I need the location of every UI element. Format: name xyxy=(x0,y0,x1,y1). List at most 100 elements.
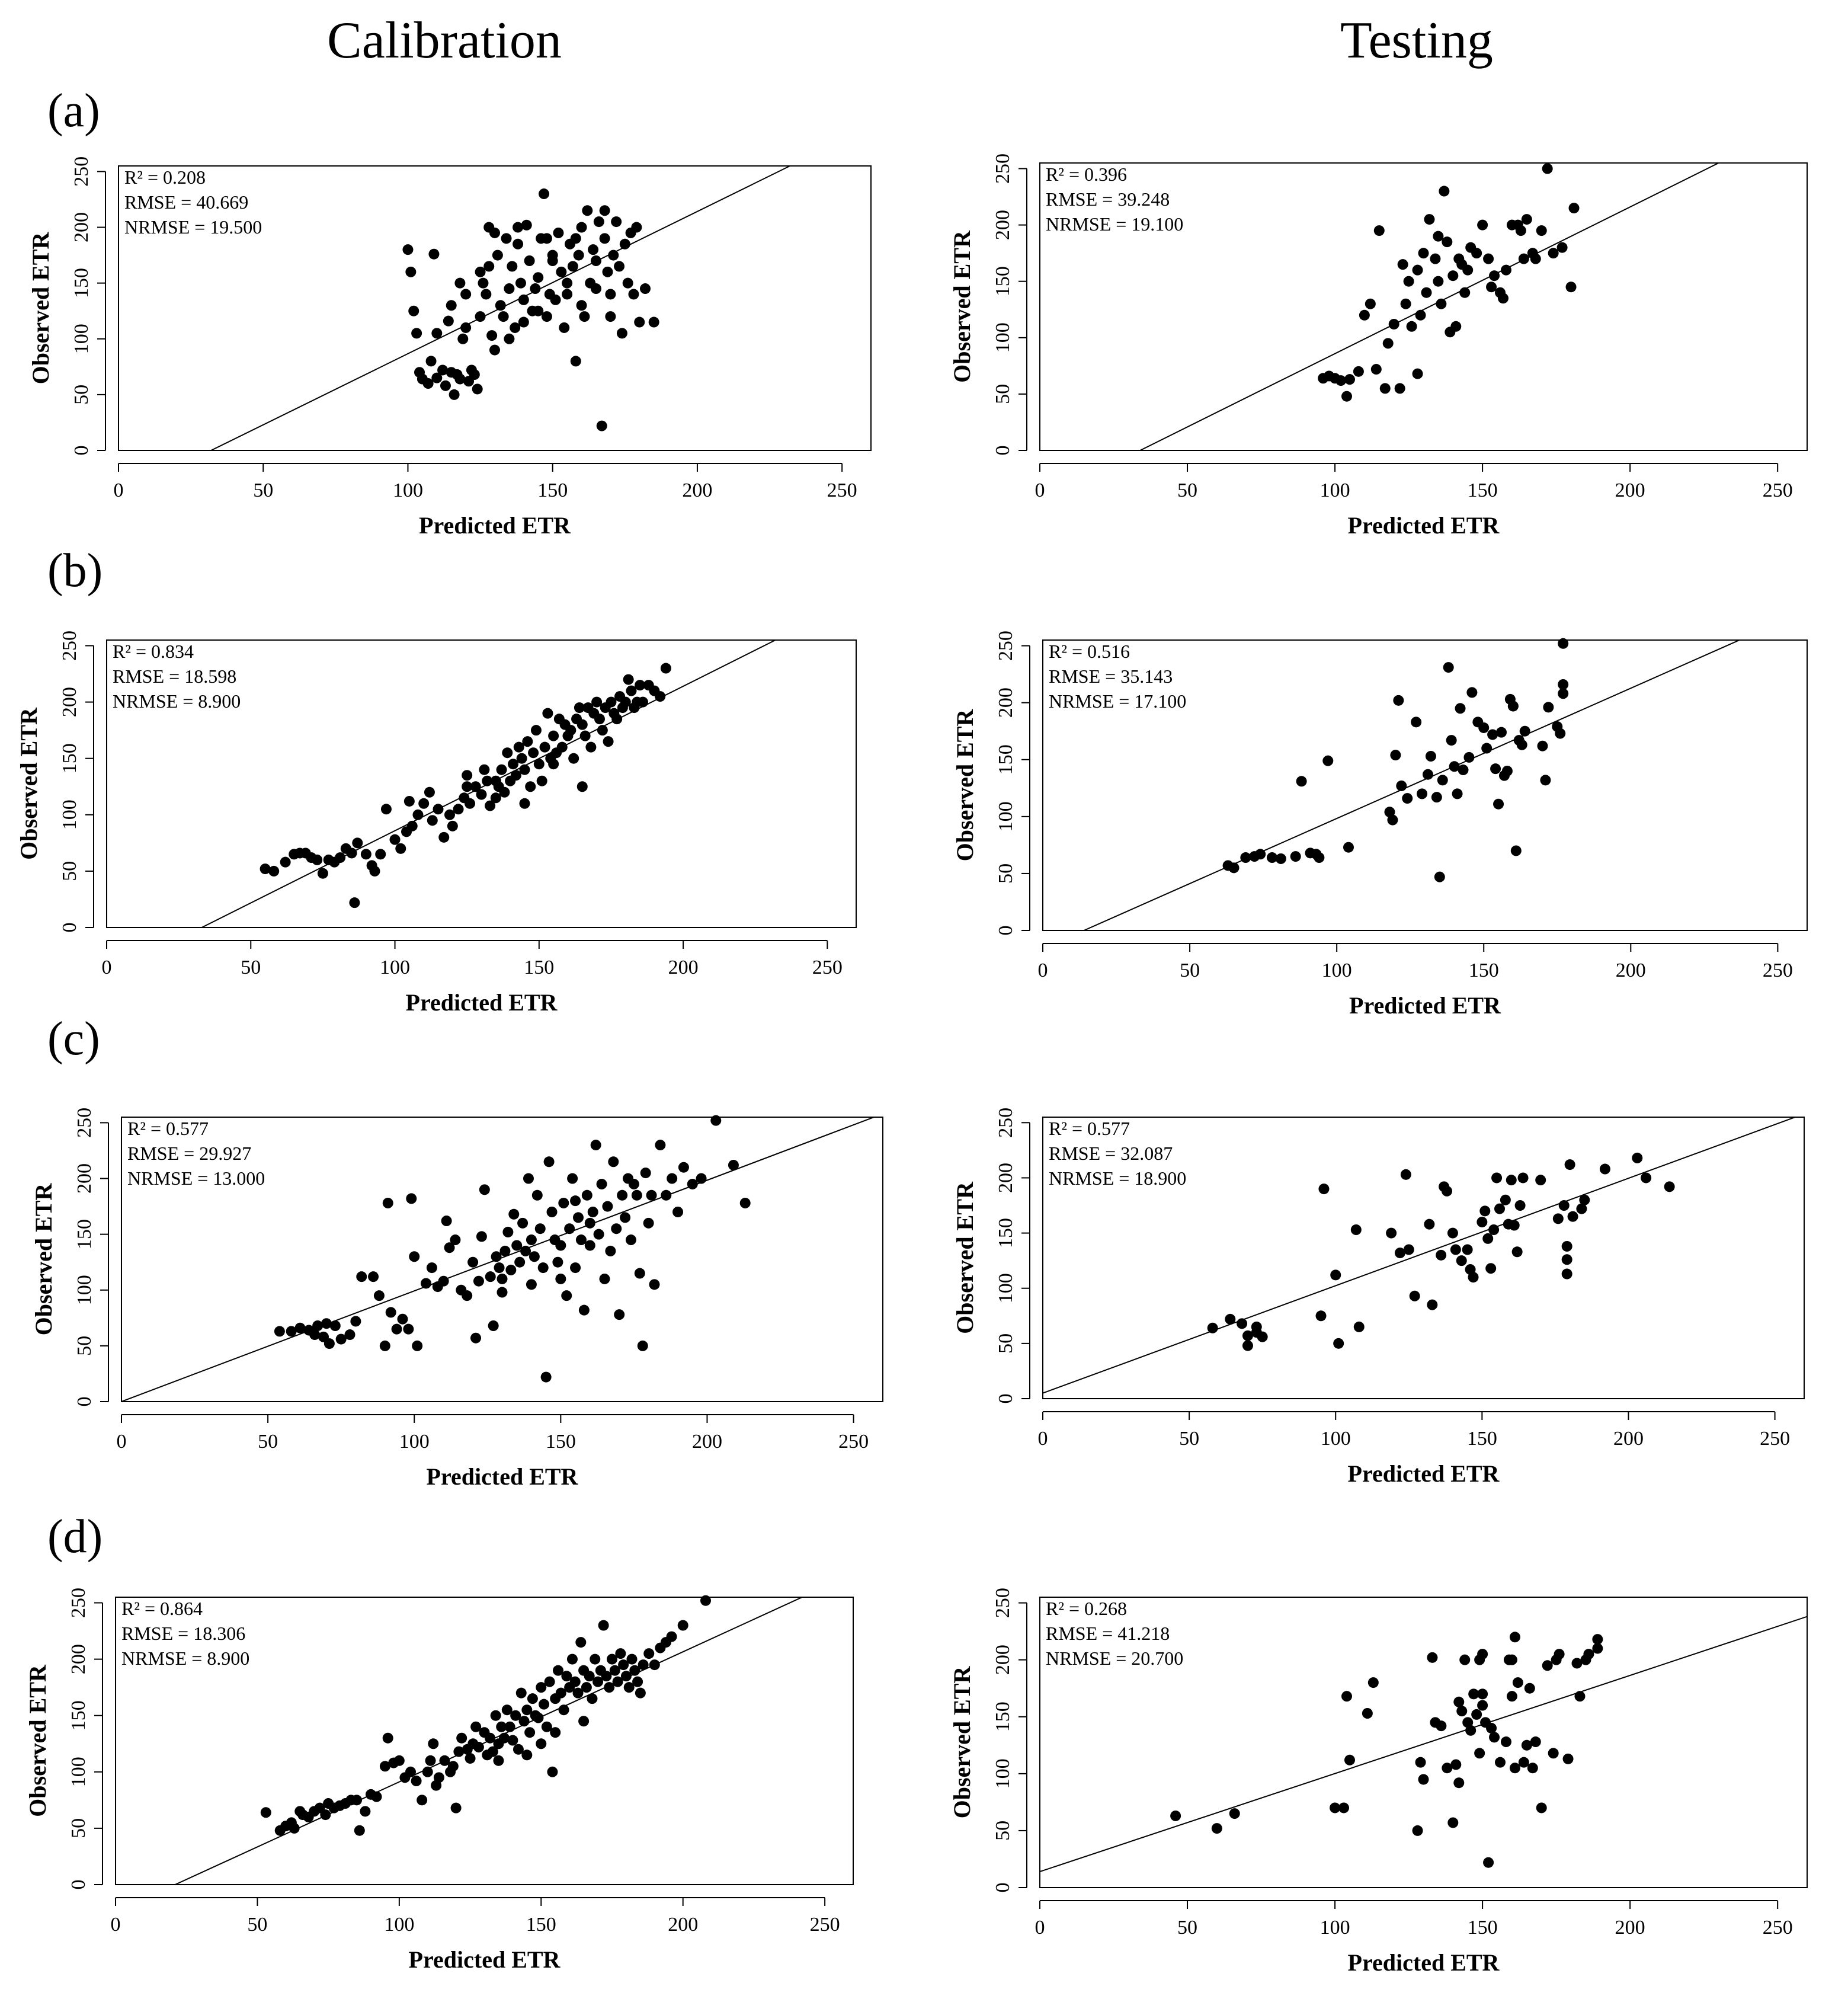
data-point xyxy=(450,1234,461,1246)
data-point xyxy=(1477,219,1488,231)
data-point xyxy=(631,222,642,233)
data-point xyxy=(534,1223,546,1234)
data-point xyxy=(579,730,591,741)
x-tick-label: 250 xyxy=(810,1914,840,1936)
data-point xyxy=(524,255,535,266)
data-point xyxy=(529,1251,540,1262)
data-point xyxy=(536,1738,547,1749)
data-point xyxy=(510,1710,521,1721)
data-point xyxy=(1456,1706,1468,1717)
stat-label: R² = 0.516 xyxy=(1049,641,1130,662)
data-point xyxy=(379,1340,390,1351)
data-point xyxy=(739,1197,751,1208)
data-point xyxy=(666,1631,677,1642)
data-point xyxy=(380,804,392,815)
row-label-a: (a) xyxy=(47,85,100,137)
data-point xyxy=(504,333,515,344)
data-point xyxy=(526,1234,537,1246)
scatter-a-calibration: 0 50 100 150 200 250 0 50 100 150 200 250 Predicted … xyxy=(27,156,872,539)
data-point xyxy=(1421,287,1432,298)
data-point xyxy=(1343,842,1354,853)
data-point xyxy=(1450,1759,1462,1770)
y-tick-label: 0 xyxy=(71,446,92,456)
data-point xyxy=(1403,276,1414,287)
data-point xyxy=(1527,1763,1538,1774)
data-point xyxy=(1415,1757,1426,1768)
data-point xyxy=(623,1682,635,1693)
data-point xyxy=(476,789,487,800)
data-point xyxy=(556,741,568,753)
data-point xyxy=(570,356,581,367)
data-point xyxy=(536,775,547,786)
data-point xyxy=(632,1676,643,1687)
regression-line xyxy=(1139,163,1719,450)
data-point xyxy=(1542,163,1553,174)
data-point xyxy=(1400,298,1411,309)
data-point xyxy=(1548,248,1559,259)
data-point xyxy=(1365,298,1376,309)
y-tick-label: 250 xyxy=(992,153,1014,184)
data-point xyxy=(1394,383,1405,394)
data-point xyxy=(531,1189,543,1201)
data-point xyxy=(371,1791,382,1802)
data-point xyxy=(522,736,533,747)
y-tick-label: 250 xyxy=(992,1588,1014,1618)
data-point xyxy=(611,216,622,228)
data-point xyxy=(406,1193,417,1204)
data-point xyxy=(606,696,617,708)
data-point xyxy=(526,1279,537,1290)
data-point xyxy=(422,1766,433,1777)
data-point xyxy=(1338,1802,1350,1814)
plot-frame xyxy=(1042,1117,1805,1399)
y-tick-label: 200 xyxy=(59,687,81,717)
data-point xyxy=(1509,1632,1520,1643)
data-point xyxy=(1477,1216,1488,1227)
x-tick-label: 150 xyxy=(537,479,568,501)
data-point xyxy=(1536,1802,1547,1814)
x-tick-label: 100 xyxy=(1322,959,1352,981)
data-point xyxy=(354,1825,365,1836)
data-point xyxy=(555,1273,566,1284)
x-axis-title: Predicted ETR xyxy=(1349,992,1501,1019)
data-point xyxy=(482,775,493,786)
data-point xyxy=(568,753,579,764)
data-point xyxy=(1447,1817,1459,1828)
data-point xyxy=(603,736,614,747)
scatter-c-testing: 0 50 100 150 200 250 0 50 100 150 200 250 Predicted … xyxy=(952,1108,1805,1487)
y-tick-label: 0 xyxy=(73,1397,95,1407)
data-point xyxy=(542,708,553,719)
data-point xyxy=(622,277,633,289)
data-point xyxy=(605,1245,616,1256)
data-point xyxy=(409,1251,420,1262)
data-point xyxy=(1453,1777,1465,1789)
data-point xyxy=(567,261,578,272)
data-point xyxy=(1225,1313,1236,1325)
x-tick-label: 200 xyxy=(1615,479,1645,501)
data-point xyxy=(1517,1172,1529,1184)
data-point xyxy=(539,188,550,200)
data-point xyxy=(1466,687,1478,698)
data-point xyxy=(454,277,466,289)
data-point xyxy=(1501,765,1513,776)
data-point xyxy=(513,222,524,233)
data-point xyxy=(502,1226,514,1237)
data-point xyxy=(530,283,541,295)
data-point xyxy=(490,1710,501,1721)
data-point xyxy=(1478,722,1490,733)
y-tick-label: 250 xyxy=(68,1588,89,1618)
data-point xyxy=(1495,1757,1506,1768)
data-point xyxy=(1471,248,1482,259)
data-point xyxy=(570,233,581,244)
data-point xyxy=(397,1313,408,1325)
data-point xyxy=(1344,374,1355,385)
data-point xyxy=(648,316,659,328)
data-point xyxy=(1436,298,1447,309)
data-point xyxy=(1506,1654,1517,1665)
data-point xyxy=(349,897,360,909)
regression-line xyxy=(1084,640,1740,930)
data-point xyxy=(1491,1172,1503,1184)
data-point xyxy=(672,1207,684,1217)
data-point xyxy=(1521,214,1532,225)
y-tick-label: 50 xyxy=(59,861,81,881)
data-point xyxy=(710,1115,722,1126)
